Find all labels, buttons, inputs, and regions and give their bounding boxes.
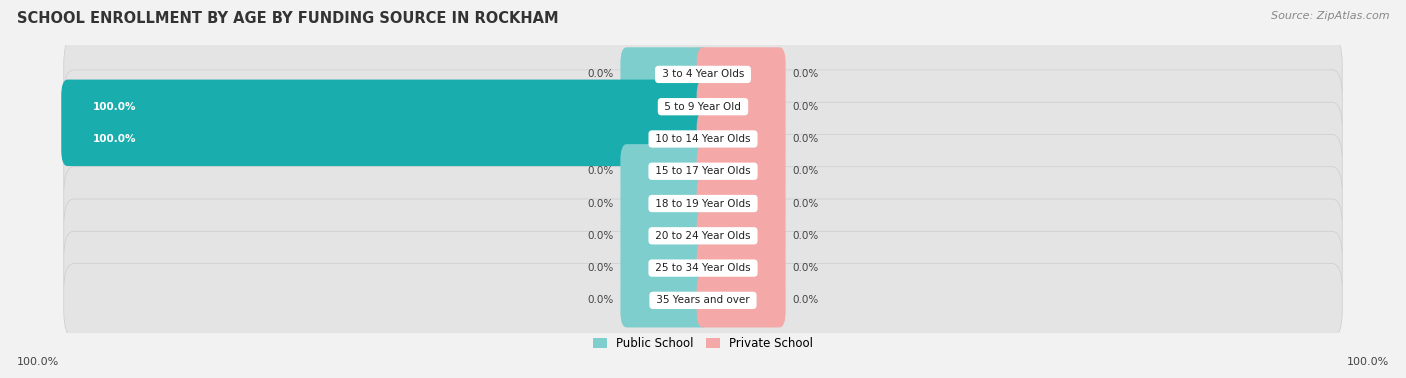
Text: 0.0%: 0.0% — [792, 198, 818, 209]
FancyBboxPatch shape — [696, 209, 786, 263]
FancyBboxPatch shape — [620, 241, 710, 295]
Text: 0.0%: 0.0% — [792, 70, 818, 79]
Text: 100.0%: 100.0% — [93, 102, 136, 112]
FancyBboxPatch shape — [620, 144, 710, 198]
Text: 5 to 9 Year Old: 5 to 9 Year Old — [661, 102, 745, 112]
Text: 0.0%: 0.0% — [588, 295, 614, 305]
Text: 0.0%: 0.0% — [588, 70, 614, 79]
Text: 0.0%: 0.0% — [792, 102, 818, 112]
Text: 20 to 24 Year Olds: 20 to 24 Year Olds — [652, 231, 754, 241]
Text: 100.0%: 100.0% — [17, 357, 59, 367]
FancyBboxPatch shape — [620, 47, 710, 102]
Text: 3 to 4 Year Olds: 3 to 4 Year Olds — [658, 70, 748, 79]
FancyBboxPatch shape — [63, 38, 1343, 111]
Text: 0.0%: 0.0% — [792, 295, 818, 305]
Text: 35 Years and over: 35 Years and over — [652, 295, 754, 305]
Text: 15 to 17 Year Olds: 15 to 17 Year Olds — [652, 166, 754, 176]
FancyBboxPatch shape — [63, 135, 1343, 208]
FancyBboxPatch shape — [63, 70, 1343, 144]
FancyBboxPatch shape — [63, 263, 1343, 337]
Text: 100.0%: 100.0% — [93, 134, 136, 144]
FancyBboxPatch shape — [696, 80, 786, 134]
Text: 100.0%: 100.0% — [1347, 357, 1389, 367]
FancyBboxPatch shape — [696, 241, 786, 295]
FancyBboxPatch shape — [696, 112, 786, 166]
FancyBboxPatch shape — [620, 209, 710, 263]
Text: Source: ZipAtlas.com: Source: ZipAtlas.com — [1271, 11, 1389, 21]
Text: 18 to 19 Year Olds: 18 to 19 Year Olds — [652, 198, 754, 209]
Text: 25 to 34 Year Olds: 25 to 34 Year Olds — [652, 263, 754, 273]
FancyBboxPatch shape — [63, 231, 1343, 305]
FancyBboxPatch shape — [62, 80, 710, 134]
FancyBboxPatch shape — [696, 273, 786, 327]
FancyBboxPatch shape — [696, 47, 786, 102]
Text: 0.0%: 0.0% — [588, 263, 614, 273]
Legend: Public School, Private School: Public School, Private School — [593, 337, 813, 350]
Text: 10 to 14 Year Olds: 10 to 14 Year Olds — [652, 134, 754, 144]
FancyBboxPatch shape — [696, 177, 786, 231]
FancyBboxPatch shape — [63, 167, 1343, 240]
FancyBboxPatch shape — [620, 273, 710, 327]
Text: 0.0%: 0.0% — [792, 263, 818, 273]
FancyBboxPatch shape — [63, 199, 1343, 273]
Text: 0.0%: 0.0% — [588, 231, 614, 241]
Text: SCHOOL ENROLLMENT BY AGE BY FUNDING SOURCE IN ROCKHAM: SCHOOL ENROLLMENT BY AGE BY FUNDING SOUR… — [17, 11, 558, 26]
Text: 0.0%: 0.0% — [792, 134, 818, 144]
Text: 0.0%: 0.0% — [588, 198, 614, 209]
Text: 0.0%: 0.0% — [792, 166, 818, 176]
FancyBboxPatch shape — [63, 102, 1343, 176]
FancyBboxPatch shape — [620, 177, 710, 231]
Text: 0.0%: 0.0% — [588, 166, 614, 176]
FancyBboxPatch shape — [62, 112, 710, 166]
FancyBboxPatch shape — [696, 144, 786, 198]
Text: 0.0%: 0.0% — [792, 231, 818, 241]
